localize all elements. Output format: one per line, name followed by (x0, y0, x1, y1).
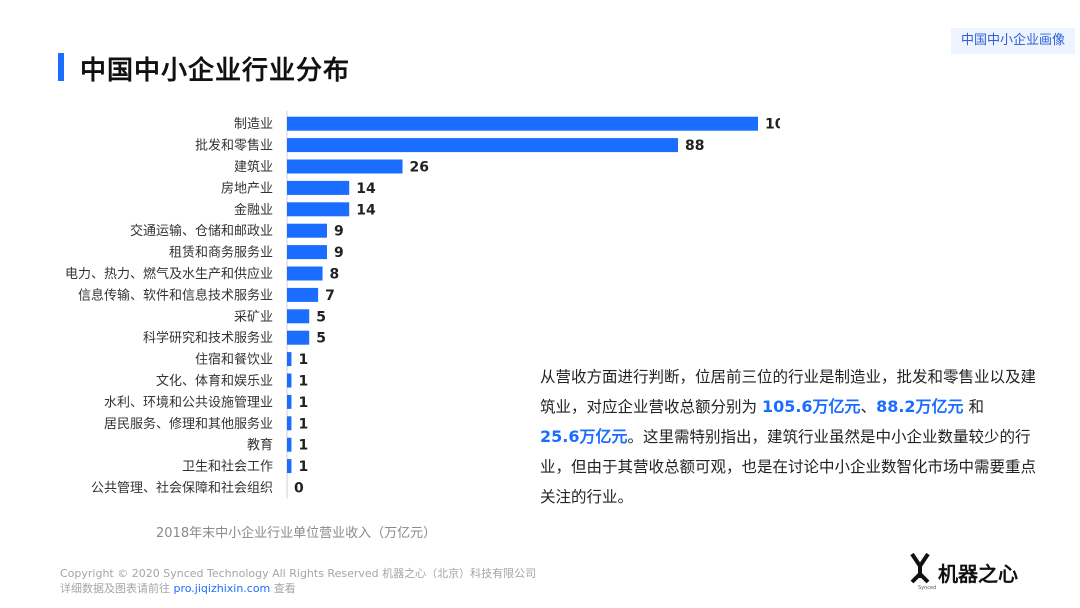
bar[interactable] (287, 459, 292, 474)
bar[interactable] (287, 309, 310, 324)
bar[interactable] (287, 223, 327, 238)
bar[interactable] (287, 330, 310, 345)
category-label: 文化、体育和娱乐业 (156, 373, 273, 389)
data-label: 8 (330, 267, 340, 283)
data-label: 0 (294, 481, 304, 497)
category-label: 采矿业 (234, 310, 273, 325)
bar[interactable] (287, 352, 292, 367)
website-link[interactable]: pro.jiqizhixin.com (173, 582, 271, 595)
bar[interactable] (287, 373, 292, 388)
category-label: 金融业 (234, 202, 273, 218)
category-label: 科学研究和技术服务业 (143, 330, 273, 346)
data-label: 88 (685, 138, 704, 154)
data-label: 9 (334, 224, 344, 240)
highlight-value: 105.6万亿元 (761, 397, 861, 416)
bar-chart: 制造业 106 批发和零售业 88 建筑业 26 房地产业 14 金融业 14 交通运输、仓储和邮政… (65, 111, 780, 499)
data-label: 106 (765, 117, 780, 133)
data-label: 1 (298, 374, 308, 390)
data-label: 14 (356, 181, 376, 197)
footer-suffix: 查看 (270, 582, 296, 595)
category-label: 教育 (247, 437, 273, 453)
bar[interactable] (287, 116, 758, 131)
data-label: 1 (298, 459, 308, 475)
title-accent-bar (58, 53, 64, 81)
brand-logo: 机器之心 Synced (906, 552, 1036, 592)
category-label: 交通运输、仓储和邮政业 (130, 223, 273, 239)
bar[interactable] (287, 202, 350, 217)
data-label: 1 (298, 438, 308, 454)
data-label: 1 (298, 416, 308, 432)
page-title: 中国中小企业行业分布 (80, 56, 351, 86)
logo-icon (910, 552, 930, 584)
bar[interactable] (287, 437, 292, 452)
footer-link-line: 详细数据及图表请前往 pro.jiqizhixin.com 查看 (60, 581, 536, 596)
data-label: 9 (334, 245, 344, 261)
copyright-text: Copyright © 2020 Synced Technology All R… (60, 567, 537, 580)
data-label: 5 (316, 331, 326, 347)
category-label: 卫生和社会工作 (182, 459, 273, 475)
category-label: 居民服务、修理和其他服务业 (104, 416, 273, 432)
category-label: 水利、环境和公共设施管理业 (104, 395, 273, 410)
category-label: 批发和零售业 (195, 138, 273, 154)
description-text: 从营收方面进行判断，位居前三位的行业是制造业，批发和零售业以及建筑业，对应企业营… (540, 362, 1040, 512)
bar[interactable] (287, 159, 403, 174)
description-part: 。这里需特别指出，建筑行业虽然是中小企业数量较少的行业，但由于其营收总额可观，也… (540, 428, 1037, 506)
data-label: 1 (298, 352, 308, 368)
footer: Copyright © 2020 Synced Technology All R… (60, 566, 536, 596)
highlight-value: 88.2万亿元 (876, 397, 964, 416)
logo-text: 机器之心 (938, 562, 1018, 586)
description-part: 从营收方面进行判断，位居前三位的行业是制造业，批发和零售业以及建筑业，对应企业营… (540, 368, 1037, 416)
bar[interactable] (287, 416, 292, 431)
description-part: 和 (963, 398, 984, 416)
description-part: 、 (860, 398, 877, 416)
logo-subtext: Synced (918, 585, 937, 591)
category-label: 住宿和餐饮业 (195, 352, 273, 368)
category-label: 电力、热力、燃气及水生产和供应业 (65, 266, 273, 282)
chart-caption: 2018年末中小企业行业单位营业收入（万亿元） (156, 526, 437, 541)
section-tag[interactable]: 中国中小企业画像 (950, 28, 1075, 54)
bar[interactable] (287, 245, 327, 260)
category-label: 建筑业 (234, 159, 273, 175)
footer-prefix: 详细数据及图表请前往 (60, 582, 174, 595)
category-label: 制造业 (234, 117, 273, 132)
data-label: 26 (410, 160, 429, 176)
data-label: 5 (316, 309, 326, 325)
bar[interactable] (287, 287, 319, 302)
category-label: 房地产业 (221, 180, 273, 196)
bar[interactable] (287, 394, 292, 409)
bar[interactable] (287, 138, 679, 153)
category-label: 租赁和商务服务业 (169, 245, 273, 261)
data-label: 1 (298, 395, 308, 411)
category-label: 公共管理、社会保障和社会组织 (91, 480, 273, 496)
category-label: 信息传输、软件和信息技术服务业 (78, 287, 273, 303)
bar[interactable] (287, 266, 323, 281)
data-label: 7 (325, 288, 335, 304)
highlight-value: 25.6万亿元 (540, 427, 628, 446)
bar[interactable] (287, 180, 350, 195)
data-label: 14 (356, 202, 376, 218)
